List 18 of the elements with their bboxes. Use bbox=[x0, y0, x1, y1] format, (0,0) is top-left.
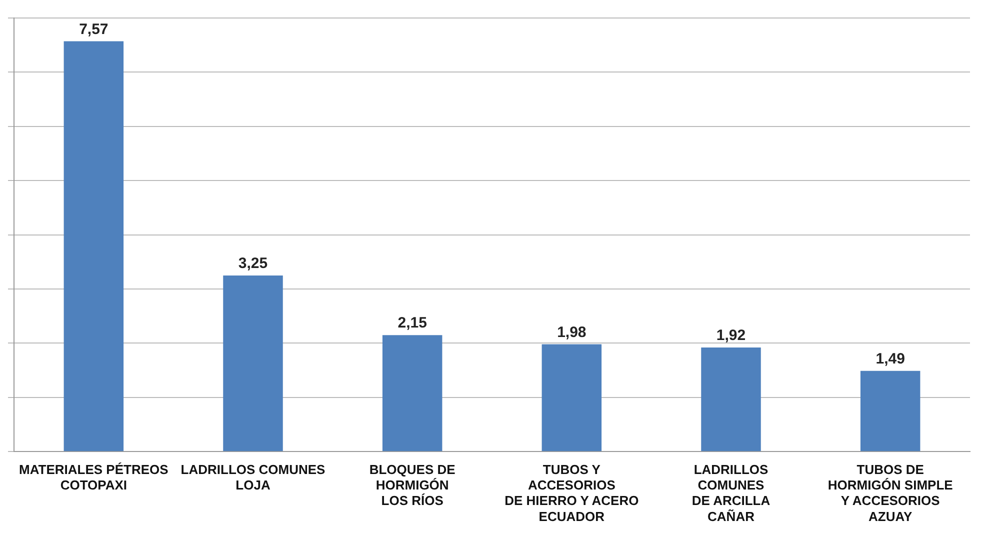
x-tick-label: BLOQUES DE HORMIGÓN LOS RÍOS bbox=[369, 462, 456, 508]
data-label: 1,49 bbox=[876, 350, 905, 368]
bar bbox=[64, 41, 124, 452]
x-tick-label: TUBOS DE HORMIGÓN SIMPLE Y ACCESORIOS AZUAY bbox=[828, 462, 954, 524]
data-label: 1,98 bbox=[557, 324, 586, 341]
x-tick-label: MATERIALES PÉTREOS COTOPAXI bbox=[19, 462, 169, 493]
bar bbox=[223, 275, 283, 452]
data-label: 2,15 bbox=[398, 314, 427, 332]
bar bbox=[860, 370, 920, 452]
bar bbox=[382, 335, 442, 452]
bar bbox=[701, 348, 761, 452]
x-tick-label: LADRILLOS COMUNES LOJA bbox=[180, 462, 326, 493]
bar bbox=[542, 344, 602, 452]
data-label: 7,57 bbox=[79, 20, 108, 38]
x-tick-label: LADRILLOS COMUNES DE ARCILLA CAÑAR bbox=[692, 462, 771, 524]
data-label: 1,92 bbox=[716, 327, 746, 344]
data-label: 3,25 bbox=[238, 255, 268, 272]
x-tick-label: TUBOS Y ACCESORIOS DE HIERRO Y ACERO ECUADOR bbox=[504, 462, 639, 524]
